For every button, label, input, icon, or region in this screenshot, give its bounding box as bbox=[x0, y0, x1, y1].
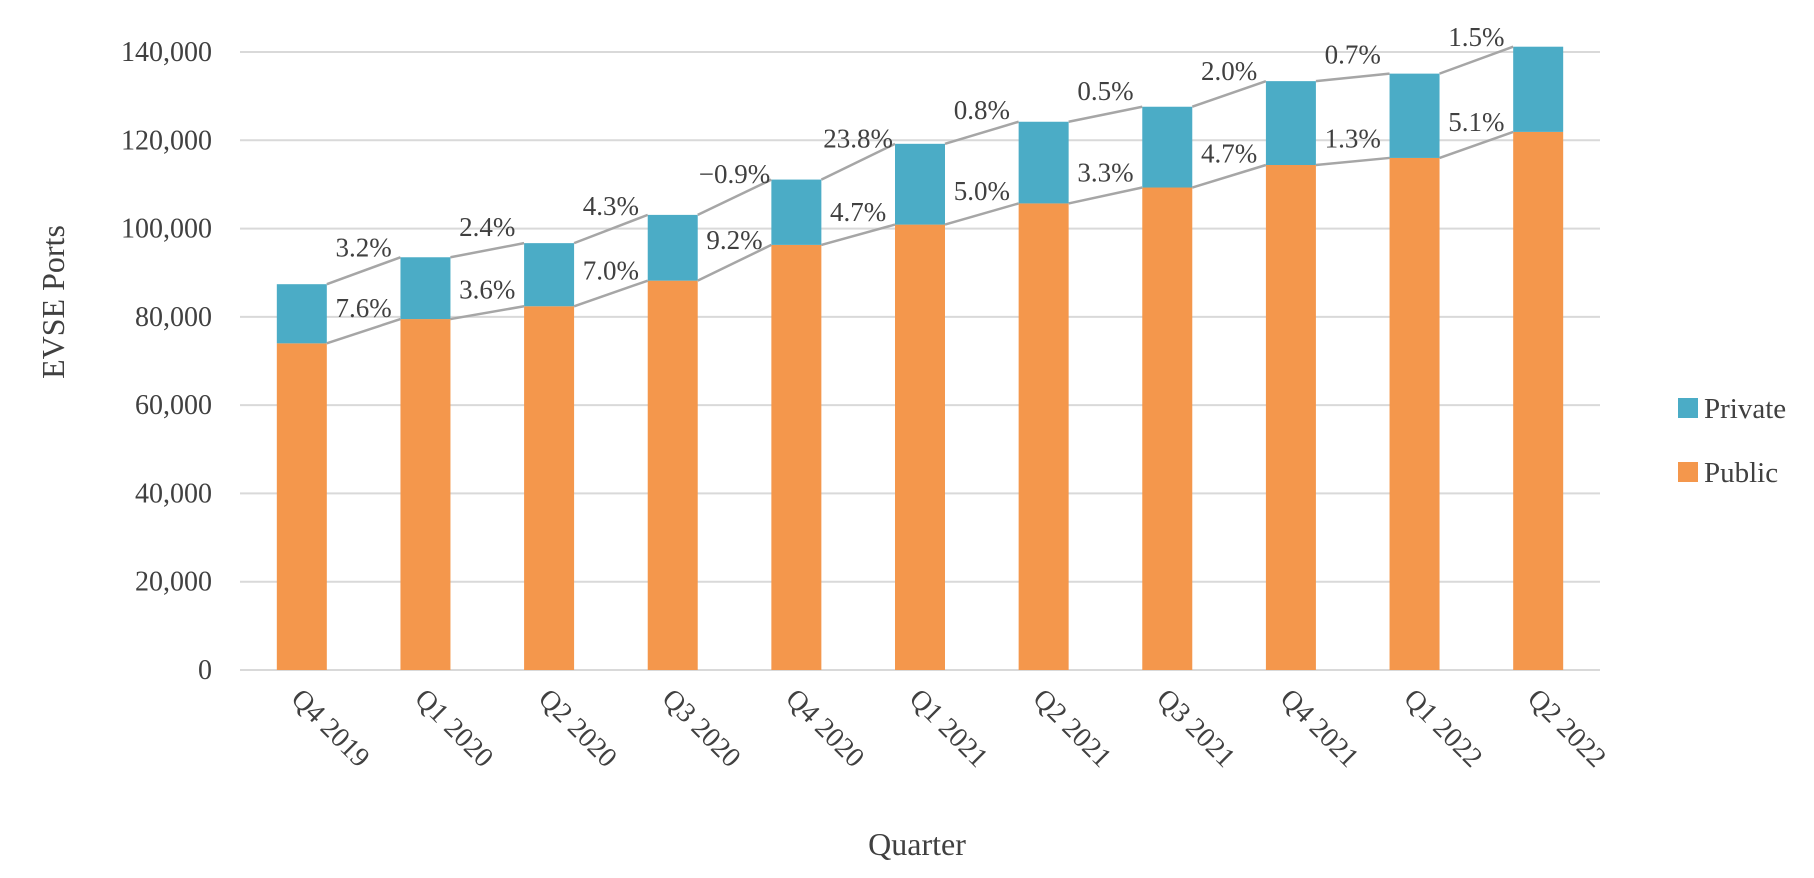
y-tick-label: 0 bbox=[198, 655, 212, 686]
bar-public bbox=[1265, 165, 1316, 670]
connector-public bbox=[821, 223, 896, 247]
bar-private bbox=[400, 257, 451, 320]
growth-label-public: 9.2% bbox=[706, 225, 762, 255]
bar-public bbox=[647, 280, 698, 670]
growth-connectors bbox=[326, 45, 1514, 345]
x-axis-ticks: Q4 2019 Q1 2020 Q2 2020 Q3 2020 Q4 2020 Q1 20… bbox=[285, 683, 1612, 774]
bars bbox=[276, 46, 1564, 671]
legend: Private Public bbox=[1678, 393, 1786, 489]
y-tick-label: 60,000 bbox=[135, 390, 212, 421]
y-tick-label: 80,000 bbox=[135, 302, 212, 333]
bar-private bbox=[1265, 81, 1316, 166]
growth-label-private: 2.0% bbox=[1201, 56, 1257, 86]
growth-label-public: 7.6% bbox=[336, 293, 392, 323]
growth-labels: 7.6% 3.2% 3.6% 2.4% 7.0% 4.3% 9.2% −0.9% 4.7% 23.… bbox=[336, 22, 1505, 323]
y-axis-ticks: 0 20,000 40,000 60,000 80,000 100,000 120,000 1… bbox=[121, 37, 212, 686]
x-tick-label: Q1 2020 bbox=[409, 683, 500, 774]
legend-label-private: Private bbox=[1704, 393, 1786, 425]
growth-label-public: 4.7% bbox=[1201, 138, 1257, 168]
connector-public bbox=[1068, 186, 1143, 205]
connector-private bbox=[820, 142, 896, 181]
bar-public bbox=[400, 319, 451, 670]
legend-swatch-public bbox=[1678, 462, 1698, 482]
x-tick-label: Q2 2020 bbox=[532, 683, 623, 774]
y-tick-label: 140,000 bbox=[121, 37, 212, 68]
bar-public bbox=[276, 343, 327, 670]
bar-private bbox=[276, 284, 327, 344]
growth-label-private: 23.8% bbox=[823, 124, 893, 154]
y-tick-label: 20,000 bbox=[135, 567, 212, 598]
bar-public bbox=[1142, 187, 1193, 671]
y-tick-label: 100,000 bbox=[121, 214, 212, 245]
connector-private bbox=[697, 178, 772, 217]
x-tick-label: Q3 2021 bbox=[1150, 683, 1241, 774]
x-tick-label: Q4 2020 bbox=[779, 683, 870, 774]
bar-private bbox=[895, 143, 945, 225]
bar-public bbox=[524, 306, 575, 670]
y-tick-label: 120,000 bbox=[121, 125, 212, 156]
bar-private bbox=[1513, 46, 1564, 132]
connector-private bbox=[1439, 45, 1514, 75]
growth-label-private: −0.9% bbox=[699, 159, 770, 189]
connector-public bbox=[697, 243, 772, 282]
connector-public bbox=[573, 279, 649, 308]
x-axis-title: Quarter bbox=[868, 826, 966, 862]
connector-private bbox=[1315, 72, 1390, 83]
x-tick-label: Q1 2022 bbox=[1398, 683, 1489, 774]
growth-label-public: 4.7% bbox=[830, 197, 886, 227]
bar-private bbox=[1142, 106, 1193, 188]
growth-label-private: 2.4% bbox=[459, 212, 515, 242]
x-tick-label: Q4 2019 bbox=[285, 683, 376, 774]
y-axis-title: EVSE Ports bbox=[35, 225, 71, 379]
connector-private bbox=[1191, 79, 1267, 108]
connector-private bbox=[573, 213, 649, 245]
x-tick-label: Q1 2021 bbox=[903, 683, 994, 774]
connector-private bbox=[944, 120, 1019, 146]
bar-public bbox=[1389, 157, 1440, 670]
growth-label-private: 0.8% bbox=[954, 95, 1010, 125]
connector-public bbox=[450, 305, 525, 321]
x-tick-label: Q4 2021 bbox=[1274, 683, 1365, 774]
growth-label-public: 3.3% bbox=[1077, 157, 1133, 187]
growth-label-public: 1.3% bbox=[1325, 123, 1381, 153]
connector-private bbox=[326, 256, 401, 286]
legend-label-public: Public bbox=[1704, 457, 1778, 489]
growth-label-public: 5.1% bbox=[1448, 107, 1504, 137]
bar-public bbox=[895, 224, 945, 670]
x-tick-label: Q2 2022 bbox=[1521, 683, 1612, 774]
bar-private bbox=[771, 179, 822, 245]
bar-public bbox=[1513, 131, 1564, 671]
bar-private bbox=[647, 214, 698, 281]
bar-public bbox=[771, 244, 822, 670]
bar-private bbox=[1018, 121, 1069, 204]
bar-public bbox=[1018, 203, 1069, 670]
growth-label-private: 3.2% bbox=[336, 233, 392, 263]
growth-label-private: 1.5% bbox=[1448, 22, 1504, 52]
growth-label-private: 4.3% bbox=[583, 191, 639, 221]
growth-label-public: 3.6% bbox=[459, 275, 515, 305]
growth-label-private: 0.7% bbox=[1325, 39, 1381, 69]
x-tick-label: Q3 2020 bbox=[656, 683, 747, 774]
growth-label-private: 0.5% bbox=[1077, 76, 1133, 106]
growth-label-public: 7.0% bbox=[583, 255, 639, 285]
connector-public bbox=[326, 317, 401, 345]
connector-public bbox=[944, 202, 1019, 226]
connector-public bbox=[1191, 163, 1267, 189]
legend-swatch-private bbox=[1678, 398, 1698, 418]
connector-private bbox=[1068, 105, 1143, 123]
connector-public bbox=[1439, 130, 1514, 160]
bar-private bbox=[524, 243, 575, 307]
connector-public bbox=[1315, 156, 1390, 167]
growth-label-public: 5.0% bbox=[954, 176, 1010, 206]
connector-private bbox=[450, 241, 525, 259]
y-tick-label: 40,000 bbox=[135, 478, 212, 509]
x-tick-label: Q2 2021 bbox=[1027, 683, 1118, 774]
bar-private bbox=[1389, 73, 1440, 158]
